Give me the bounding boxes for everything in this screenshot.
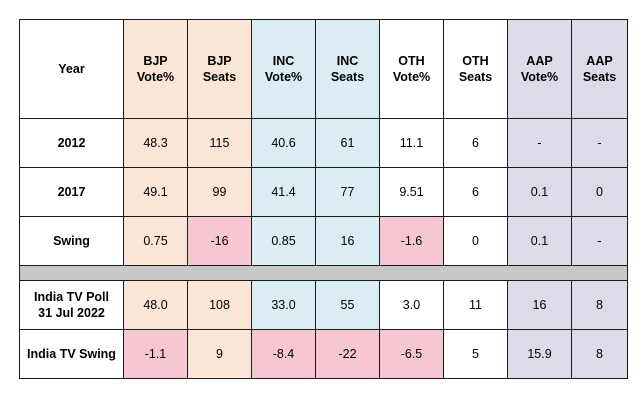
- cell-aap-vote: 0.1: [507, 216, 572, 266]
- cell-inc-vote: 40.6: [251, 118, 316, 168]
- cell-oth-vote: 11.1: [379, 118, 444, 168]
- cell-aap-seats: -: [571, 216, 628, 266]
- row-label: India TV Poll 31 Jul 2022: [19, 280, 124, 330]
- cell-oth-seats: 6: [443, 118, 508, 168]
- cell-aap-vote: 0.1: [507, 167, 572, 217]
- header-bjp-vote: BJP Vote%: [123, 19, 188, 119]
- header-year: Year: [19, 19, 124, 119]
- cell-inc-seats: 16: [315, 216, 380, 266]
- separator-row: [19, 265, 628, 281]
- cell-aap-vote: -: [507, 118, 572, 168]
- cell-inc-seats: -22: [315, 329, 380, 379]
- row-label: Swing: [19, 216, 124, 266]
- cell-bjp-vote: 48.3: [123, 118, 188, 168]
- cell-oth-seats: 0: [443, 216, 508, 266]
- separator-bar: [19, 265, 628, 281]
- header-bjp-seats: BJP Seats: [187, 19, 252, 119]
- table-row-india-tv-swing: India TV Swing -1.1 9 -8.4 -22 -6.5 5 15…: [19, 329, 628, 379]
- cell-bjp-vote: 0.75: [123, 216, 188, 266]
- cell-oth-seats: 11: [443, 280, 508, 330]
- cell-oth-seats: 5: [443, 329, 508, 379]
- cell-bjp-seats: 99: [187, 167, 252, 217]
- cell-oth-vote: 9.51: [379, 167, 444, 217]
- cell-bjp-seats: 108: [187, 280, 252, 330]
- cell-aap-seats: 8: [571, 280, 628, 330]
- cell-inc-vote: 41.4: [251, 167, 316, 217]
- header-oth-vote: OTH Vote%: [379, 19, 444, 119]
- cell-bjp-seats: 115: [187, 118, 252, 168]
- cell-inc-vote: 0.85: [251, 216, 316, 266]
- cell-inc-vote: -8.4: [251, 329, 316, 379]
- cell-bjp-seats: -16: [187, 216, 252, 266]
- cell-aap-seats: -: [571, 118, 628, 168]
- header-row: Year BJP Vote% BJP Seats INC Vote% INC Seats…: [19, 19, 628, 119]
- cell-oth-vote: -1.6: [379, 216, 444, 266]
- cell-inc-seats: 55: [315, 280, 380, 330]
- header-aap-vote: AAP Vote%: [507, 19, 572, 119]
- table-row-2017: 2017 49.1 99 41.4 77 9.51 6 0.1 0: [19, 167, 628, 217]
- cell-oth-seats: 6: [443, 167, 508, 217]
- header-oth-seats: OTH Seats: [443, 19, 508, 119]
- row-label: India TV Swing: [19, 329, 124, 379]
- cell-inc-seats: 77: [315, 167, 380, 217]
- header-inc-seats: INC Seats: [315, 19, 380, 119]
- table-row-swing: Swing 0.75 -16 0.85 16 -1.6 0 0.1 -: [19, 216, 628, 266]
- table-row-india-tv-poll: India TV Poll 31 Jul 2022 48.0 108 33.0 5…: [19, 280, 628, 330]
- cell-inc-vote: 33.0: [251, 280, 316, 330]
- cell-aap-seats: 0: [571, 167, 628, 217]
- cell-bjp-vote: -1.1: [123, 329, 188, 379]
- table-row-2012: 2012 48.3 115 40.6 61 11.1 6 - -: [19, 118, 628, 168]
- cell-aap-seats: 8: [571, 329, 628, 379]
- header-aap-seats: AAP Seats: [571, 19, 628, 119]
- cell-oth-vote: -6.5: [379, 329, 444, 379]
- cell-aap-vote: 15.9: [507, 329, 572, 379]
- header-inc-vote: INC Vote%: [251, 19, 316, 119]
- cell-oth-vote: 3.0: [379, 280, 444, 330]
- row-label: 2017: [19, 167, 124, 217]
- cell-bjp-vote: 49.1: [123, 167, 188, 217]
- row-label: 2012: [19, 118, 124, 168]
- cell-bjp-vote: 48.0: [123, 280, 188, 330]
- cell-bjp-seats: 9: [187, 329, 252, 379]
- cell-aap-vote: 16: [507, 280, 572, 330]
- poll-table: Year BJP Vote% BJP Seats INC Vote% INC Seats…: [19, 19, 628, 379]
- cell-inc-seats: 61: [315, 118, 380, 168]
